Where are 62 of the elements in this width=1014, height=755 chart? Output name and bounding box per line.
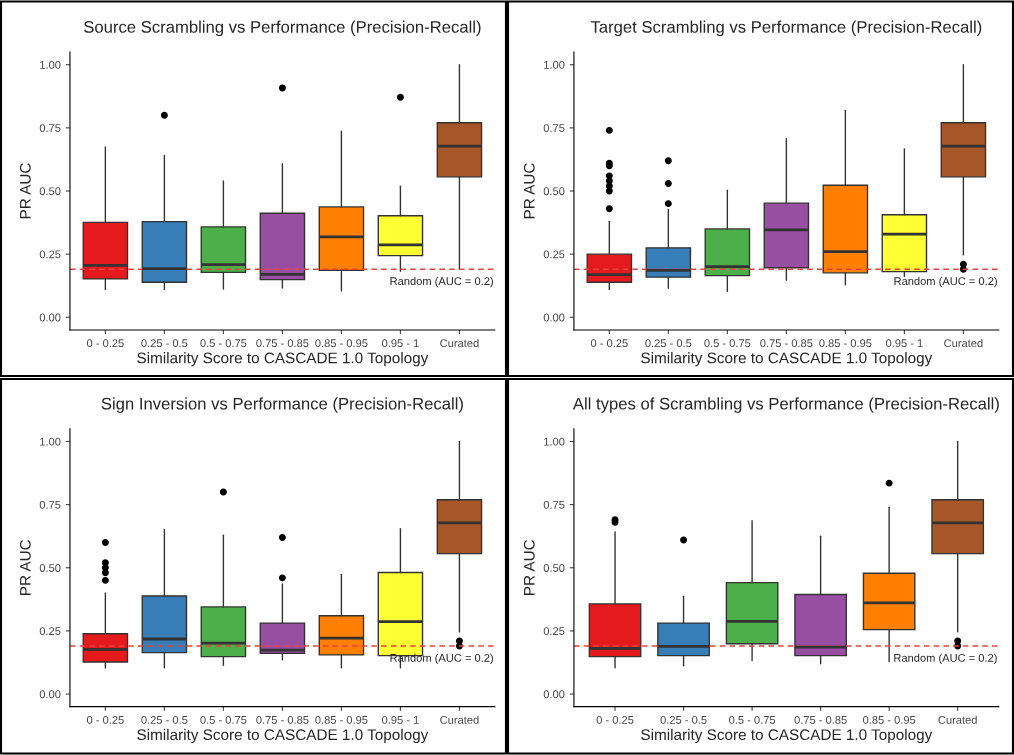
y-tick-label: 0.00	[39, 690, 61, 699]
y-tick-label: 0.25	[39, 627, 61, 636]
x-tick-label: 0.25 - 0.5	[645, 339, 692, 348]
ref-line-label: Random (AUC = 0.2)	[390, 276, 493, 288]
x-tick-label: 0.25 - 0.5	[141, 716, 188, 724]
x-tick-label: 0.25 - 0.5	[660, 716, 707, 724]
y-tick-label: 0.50	[543, 564, 565, 572]
x-tick-label: 0.5 - 0.75	[704, 339, 751, 348]
x-tick-label: 0.75 - 0.85	[794, 716, 847, 724]
y-tick-label: 0.75	[543, 500, 565, 509]
x-tick-label: 0.75 - 0.85	[256, 339, 309, 348]
y-tick-label: 0.75	[543, 124, 565, 132]
y-tick-label: 0.25	[543, 627, 565, 636]
y-axis-title: PR AUC	[523, 163, 535, 219]
x-tick-label: 0.85 - 0.95	[863, 716, 916, 724]
x-tick-label: 0.95 - 1	[885, 339, 923, 348]
x-axis-title: Similarity Score to CASCADE 1.0 Topology	[641, 728, 933, 744]
x-axis-title: Similarity Score to CASCADE 1.0 Topology	[137, 728, 429, 744]
y-tick-label: 0.50	[543, 187, 565, 196]
ref-line-label: Random (AUC = 0.2)	[894, 276, 997, 288]
y-tick-label: 0.00	[543, 690, 565, 699]
y-tick-label: 0.75	[39, 124, 61, 132]
chart-title: Sign Inversion vs Performance (Precision-Recall)	[101, 397, 463, 413]
x-tick-label: 0.95 - 1	[382, 716, 419, 724]
y-tick-label: 0.00	[543, 313, 565, 322]
y-axis-title: PR AUC	[19, 163, 31, 219]
y-tick-label: 1.00	[40, 437, 61, 446]
x-tick-label: 0.75 - 0.85	[256, 716, 309, 724]
chart-title: Source Scrambling vs Performance (Precision-Recall)	[84, 20, 481, 37]
y-tick-label: 1.00	[544, 60, 565, 69]
x-tick-label: 0.75 - 0.85	[760, 339, 813, 348]
x-tick-label: Curated	[440, 338, 479, 348]
y-axis-title: PR AUC	[523, 539, 535, 595]
x-tick-label: Curated	[944, 338, 983, 348]
x-tick-label: 0.85 - 0.95	[315, 716, 368, 724]
x-tick-label: 0.85 - 0.95	[315, 339, 368, 348]
y-tick-label: 1.00	[40, 60, 61, 69]
x-tick-label: 0 - 0.25	[596, 716, 634, 724]
y-tick-label: 1.00	[544, 437, 565, 446]
x-tick-label: 0.25 - 0.5	[141, 339, 188, 348]
x-axis-title: Similarity Score to CASCADE 1.0 Topology	[641, 352, 933, 367]
y-tick-label: 0.50	[39, 187, 61, 196]
x-tick-label: 0 - 0.25	[590, 339, 628, 348]
x-tick-label: 0.5 - 0.75	[200, 716, 247, 724]
x-tick-label: 0.5 - 0.75	[200, 339, 247, 348]
y-tick-label: 0.50	[39, 564, 61, 572]
x-tick-label: 0.5 - 0.75	[729, 716, 776, 724]
x-tick-label: 0.85 - 0.95	[819, 339, 872, 348]
x-tick-label: 0 - 0.25	[86, 339, 124, 348]
chart-title: All types of Scrambling vs Performance (Precision-Recall)	[572, 397, 999, 413]
y-tick-label: 0.25	[39, 250, 61, 259]
y-axis-title: PR AUC	[19, 539, 31, 595]
y-tick-label: 0.75	[39, 500, 61, 509]
x-tick-label: Curated	[440, 715, 479, 724]
y-tick-label: 0.25	[543, 250, 565, 259]
x-tick-label: 0 - 0.25	[86, 716, 124, 724]
y-tick-label: 0.00	[39, 313, 61, 322]
x-axis-title: Similarity Score to CASCADE 1.0 Topology	[137, 352, 429, 367]
x-tick-label: Curated	[938, 715, 977, 724]
ref-line-label: Random (AUC = 0.2)	[894, 653, 997, 664]
chart-title: Target Scrambling vs Performance (Precision-Recall)	[590, 20, 982, 37]
x-tick-label: 0.95 - 1	[382, 339, 419, 348]
